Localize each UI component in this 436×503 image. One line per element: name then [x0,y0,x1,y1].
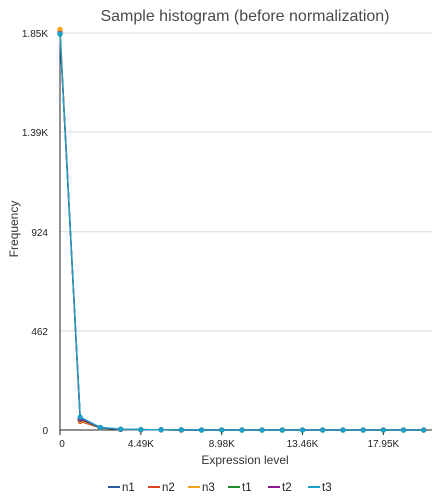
y-tick-label: 1.39K [22,128,48,139]
grid-layer [60,32,432,332]
legend-label: t3 [322,482,332,494]
data-point-t3 [259,427,265,433]
data-point-t3 [198,427,205,433]
legend-label: n1 [122,482,135,494]
data-point-n3 [57,26,63,32]
data-point-t3 [138,426,144,433]
data-point-t3 [299,427,306,433]
data-point-t3 [158,427,164,433]
y-tick-label: 924 [31,228,48,239]
data-point-t3 [239,427,245,433]
data-point-t3 [360,427,366,433]
axis-layer: 0 462 924 1.39K 1.85K 0 4.49K 8.98K 13.46K 17.95K [22,29,432,450]
data-point-t3 [279,427,285,433]
legend-item-t1[interactable]: t1 [228,482,252,494]
x-tick-label: 0 [59,439,65,450]
legend-item-t3[interactable]: t3 [308,482,332,494]
y-tick-label: 0 [42,426,48,437]
data-point-t3 [380,427,386,433]
legend-item-n2[interactable]: n2 [148,482,175,494]
legend-item-n1[interactable]: n1 [108,482,135,494]
legend-item-n3[interactable]: n3 [188,482,215,494]
legend-label: n2 [162,482,175,494]
data-point-t3 [421,427,427,433]
series-layer [57,26,427,433]
data-point-t3 [97,424,104,431]
legend: n1 n2 n3 t1 t2 t3 [108,482,332,494]
y-tick-label: 1.85K [22,29,48,40]
x-tick-label: 13.46K [287,439,319,450]
legend-label: n3 [202,482,215,494]
y-axis-label: Frequency [7,201,21,258]
series-line-n3 [59,29,424,431]
y-tick-label: 462 [31,327,48,338]
data-point-t3 [178,427,184,433]
data-point-t3 [219,427,225,433]
x-axis-label: Expression level [201,453,288,467]
legend-item-t2[interactable]: t2 [268,482,292,494]
data-point-t3 [340,427,346,433]
data-point-t3 [320,427,326,433]
data-point-t3 [77,414,83,420]
series-line-n2 [59,30,424,431]
x-tick-label: 17.95K [368,439,400,450]
legend-label: t1 [242,482,252,494]
legend-label: t2 [282,482,292,494]
data-point-t3 [57,31,63,37]
x-tick-label: 8.98K [209,439,235,450]
data-point-t3 [118,426,124,432]
x-tick-label: 4.49K [128,439,154,450]
chart-title: Sample histogram (before normalization) [100,8,389,25]
data-point-t3 [400,427,407,433]
